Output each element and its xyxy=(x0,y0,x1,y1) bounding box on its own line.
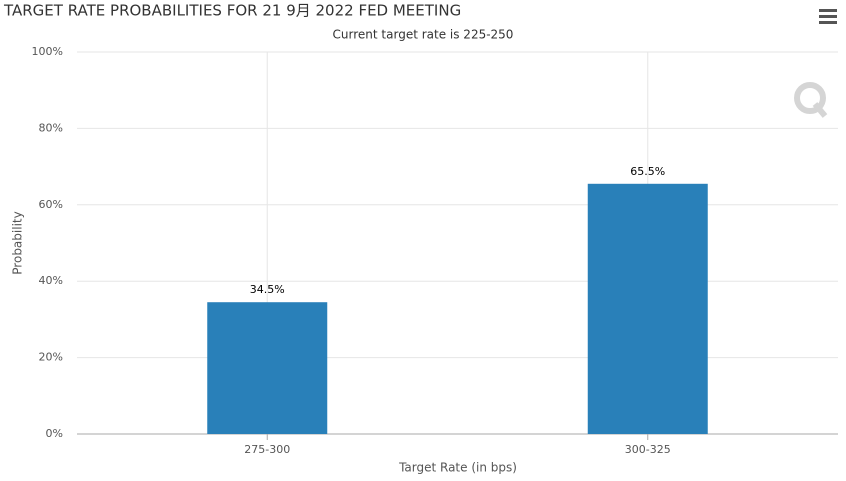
menu-bar[interactable] xyxy=(819,21,837,24)
logo xyxy=(794,82,828,118)
x-axis-label: Target Rate (in bps) xyxy=(398,461,517,475)
menu-bar[interactable] xyxy=(819,15,837,18)
bar xyxy=(587,183,708,434)
chart-title: TARGET RATE PROBABILITIES FOR 21 9月 2022… xyxy=(3,2,461,20)
menu-bar[interactable] xyxy=(819,9,837,12)
logo-tail xyxy=(812,102,828,118)
y-tick-label: 0% xyxy=(46,427,63,440)
logo-ring xyxy=(794,82,826,114)
y-tick-label: 20% xyxy=(39,351,63,364)
menu-button[interactable] xyxy=(819,9,837,24)
x-tick-label: 300-325 xyxy=(625,443,671,456)
y-tick-label: 80% xyxy=(39,121,63,134)
chart-subtitle: Current target rate is 225-250 xyxy=(333,28,514,42)
y-tick-label: 40% xyxy=(39,274,63,287)
y-tick-label: 60% xyxy=(39,198,63,211)
data-label: 65.5% xyxy=(630,165,665,178)
y-tick-label: 100% xyxy=(32,45,63,58)
y-axis-label: Probability xyxy=(11,211,25,274)
x-tick-label: 275-300 xyxy=(244,443,290,456)
bar xyxy=(207,302,328,434)
data-label: 34.5% xyxy=(250,283,285,296)
